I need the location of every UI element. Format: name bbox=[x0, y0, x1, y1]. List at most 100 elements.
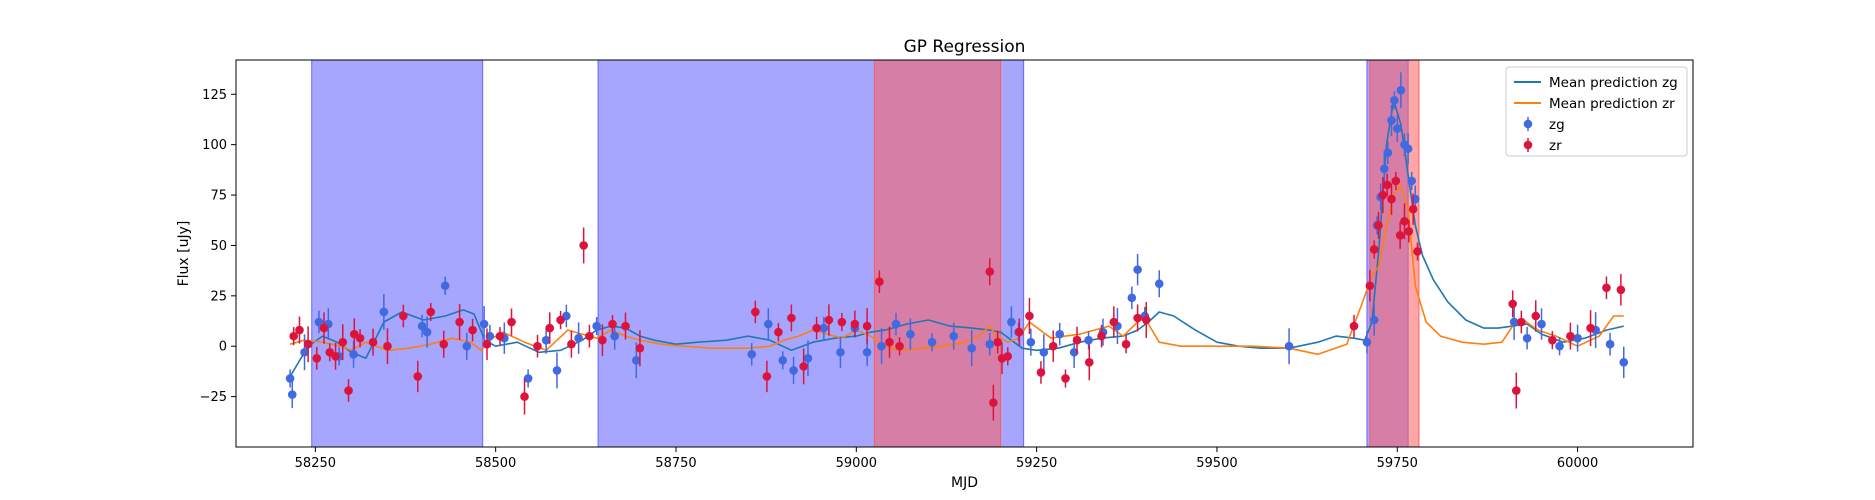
data-point-zr bbox=[787, 313, 796, 323]
data-point-zr bbox=[1387, 194, 1396, 204]
data-point-zg bbox=[422, 327, 432, 337]
data-point-zr bbox=[1413, 247, 1422, 256]
data-point-zr bbox=[875, 277, 884, 287]
data-point-zr bbox=[1097, 331, 1106, 341]
data-point-zg bbox=[967, 343, 977, 353]
x-tick-label: 59250 bbox=[1016, 456, 1057, 471]
data-point-zg bbox=[287, 390, 297, 399]
data-point-zg bbox=[764, 319, 773, 329]
data-point-zr bbox=[1003, 351, 1013, 361]
legend-swatch-zg bbox=[1523, 119, 1533, 129]
data-point-zg bbox=[1084, 335, 1093, 345]
y-tick-label: 25 bbox=[210, 289, 227, 304]
mean-prediction-lines bbox=[289, 99, 1624, 377]
data-point-zr bbox=[1048, 341, 1058, 351]
data-point-zr bbox=[1015, 327, 1024, 337]
legend: Mean prediction zg Mean prediction zr zg zr bbox=[1505, 66, 1688, 157]
data-point-zg bbox=[440, 281, 450, 291]
x-axis-label: MJD bbox=[951, 475, 978, 491]
data-point-zr bbox=[545, 323, 555, 333]
data-point-zr bbox=[985, 267, 995, 276]
data-point-zg bbox=[1284, 341, 1294, 351]
data-point-zr bbox=[1109, 317, 1119, 327]
data-point-zg bbox=[285, 374, 295, 383]
data-point-zg bbox=[417, 321, 427, 331]
data-point-zr bbox=[1349, 321, 1359, 331]
data-point-zr bbox=[1121, 339, 1131, 349]
y-tick-label: 50 bbox=[210, 239, 227, 254]
data-point-zr bbox=[368, 337, 378, 347]
data-point-zg bbox=[523, 374, 533, 383]
data-point-zr bbox=[1511, 386, 1521, 395]
data-point-zr bbox=[413, 372, 423, 381]
data-point-zr bbox=[556, 315, 565, 325]
legend-box bbox=[1505, 66, 1688, 157]
data-point-zg bbox=[1555, 341, 1564, 351]
data-point-zg bbox=[1396, 85, 1406, 95]
data-point-zg bbox=[819, 323, 829, 333]
data-point-zr bbox=[1395, 231, 1405, 240]
data-point-zg bbox=[803, 354, 813, 363]
data-point-zr bbox=[1084, 358, 1094, 367]
data-point-zg bbox=[836, 347, 845, 357]
data-point-zr bbox=[1036, 368, 1046, 377]
data-point-zr bbox=[355, 333, 365, 343]
data-point-zg bbox=[1407, 176, 1416, 186]
data-point-zg bbox=[632, 356, 641, 365]
data-point-zg bbox=[300, 347, 309, 357]
y-tick-label: 0 bbox=[219, 340, 227, 355]
data-point-zr bbox=[1508, 299, 1517, 309]
data-point-zr bbox=[303, 339, 313, 349]
data-point-zr bbox=[598, 335, 607, 345]
data-point-zg bbox=[574, 333, 583, 343]
data-point-zr bbox=[1408, 204, 1418, 214]
series-points-zr bbox=[289, 171, 1626, 421]
data-point-zg bbox=[1537, 319, 1546, 329]
legend-label-zr: zr bbox=[1549, 138, 1562, 154]
data-point-zr bbox=[1517, 317, 1526, 327]
data-point-zr bbox=[1566, 331, 1575, 341]
data-point-zg bbox=[877, 341, 886, 351]
y-axis-label: Flux [uJy] bbox=[176, 221, 192, 287]
x-tick-label: 59750 bbox=[1377, 456, 1418, 471]
data-point-zr bbox=[1374, 220, 1383, 230]
data-point-zr bbox=[1404, 227, 1414, 236]
x-tick-label: 59500 bbox=[1196, 456, 1237, 471]
data-point-zg bbox=[1411, 194, 1420, 204]
legend-label-zg: zg bbox=[1549, 117, 1565, 133]
data-point-zr bbox=[507, 317, 516, 327]
shaded-region-zr-3 bbox=[873, 59, 1002, 448]
data-point-zr bbox=[383, 341, 392, 351]
data-point-zr bbox=[439, 339, 449, 349]
data-point-zr bbox=[1061, 374, 1070, 383]
data-point-zg bbox=[778, 356, 788, 365]
data-point-zr bbox=[989, 398, 998, 407]
data-point-zg bbox=[541, 335, 551, 345]
data-point-zr bbox=[1133, 313, 1142, 323]
data-point-zr bbox=[426, 307, 436, 317]
y-tick-label: 100 bbox=[202, 138, 227, 153]
data-point-zr bbox=[850, 319, 860, 329]
y-tick-label: 75 bbox=[210, 189, 227, 204]
data-point-zr bbox=[762, 372, 772, 381]
data-point-zr bbox=[344, 386, 353, 395]
legend-entry-zr: zr bbox=[1523, 138, 1562, 154]
x-tick-label: 58250 bbox=[295, 456, 336, 471]
data-point-zg bbox=[314, 317, 324, 327]
data-point-zg bbox=[552, 366, 562, 375]
data-point-zr bbox=[520, 392, 529, 401]
x-axis-ticks: 58250 58500 58750 59000 59250 59500 59750 60000 bbox=[295, 447, 1598, 471]
data-point-zg bbox=[985, 339, 995, 349]
data-point-zr bbox=[993, 337, 1002, 347]
data-point-zg bbox=[1007, 317, 1016, 327]
data-point-zr bbox=[1391, 176, 1401, 186]
data-point-zg bbox=[1392, 124, 1402, 133]
data-point-zg bbox=[1133, 265, 1142, 274]
data-point-zr bbox=[1369, 245, 1379, 254]
data-point-zg bbox=[479, 319, 489, 329]
data-point-zr bbox=[862, 321, 872, 331]
data-point-zg bbox=[1619, 358, 1629, 367]
data-point-zg bbox=[906, 329, 915, 339]
series-line-mean-prediction-zr bbox=[289, 184, 1624, 356]
